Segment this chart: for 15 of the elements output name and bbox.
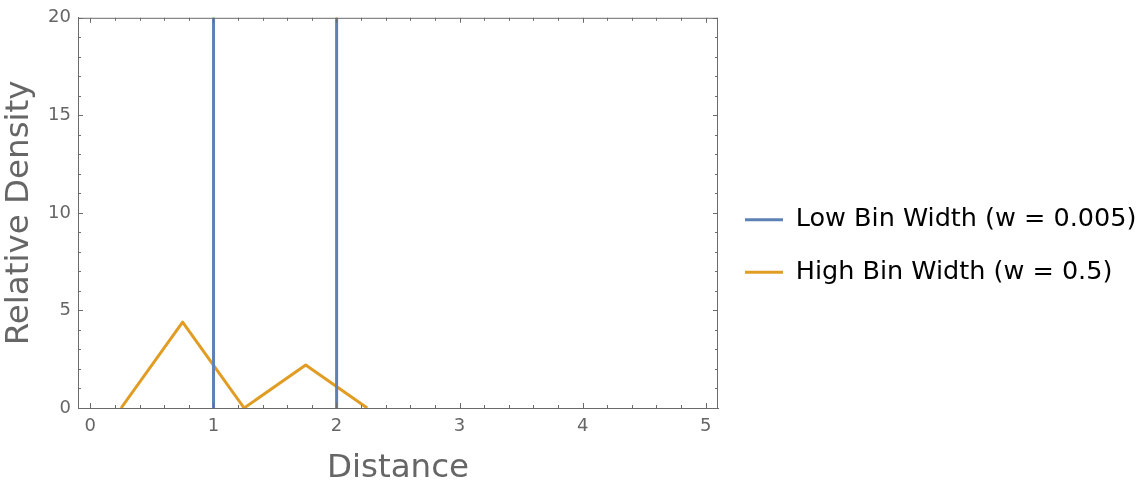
x-tick-label: 2 [330, 414, 343, 436]
x-tick-label: 5 [699, 414, 712, 436]
y-tick-label: 15 [48, 103, 71, 125]
x-tick-label: 0 [84, 414, 97, 436]
y-tick-label: 0 [59, 395, 71, 417]
y-tick-label: 10 [48, 200, 71, 222]
x-tick-label: 1 [207, 414, 220, 436]
x-tick-label: 4 [576, 414, 589, 436]
x-axis-title: Distance [326, 446, 470, 485]
y-tick-label: 20 [48, 5, 71, 27]
y-tick-label: 5 [59, 298, 71, 320]
legend-label: High Bin Width (w = 0.5) [795, 254, 1113, 285]
legend-label: Low Bin Width (w = 0.005) [795, 202, 1137, 233]
x-tick-label: 3 [453, 414, 466, 436]
y-axis-title: Relative Density [0, 80, 36, 346]
